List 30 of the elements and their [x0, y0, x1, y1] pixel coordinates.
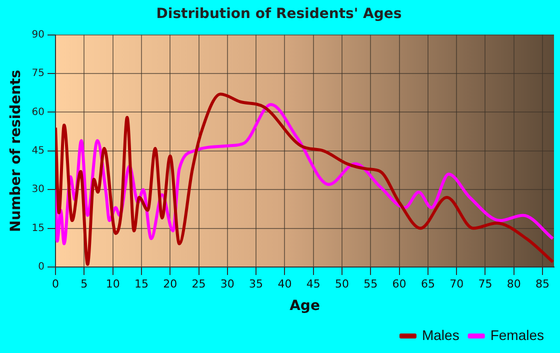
- x-tick-label: 50: [335, 277, 350, 290]
- y-tick-label: 30: [32, 184, 45, 196]
- y-tick-label: 90: [32, 29, 45, 40]
- y-tick-label: 15: [32, 222, 45, 234]
- x-tick-label: 55: [364, 277, 378, 290]
- x-tick-label: 65: [420, 277, 435, 290]
- x-tick-label: 25: [192, 277, 206, 290]
- x-tick-label: 75: [478, 277, 492, 290]
- x-tick-label: 0: [52, 277, 60, 290]
- x-tick-label: 20: [163, 277, 178, 290]
- x-axis-title: Age: [290, 298, 320, 314]
- y-tick-label: 75: [32, 68, 45, 80]
- y-tick-label: 0: [38, 262, 45, 273]
- x-tick-label: 30: [220, 277, 234, 290]
- x-tick-label: 10: [106, 277, 120, 290]
- y-axis-title: Number of residents: [8, 70, 24, 232]
- x-tick-label: 15: [134, 277, 148, 290]
- x-tick-label: 45: [306, 277, 320, 290]
- chart-title: Distribution of Residents' Ages: [156, 6, 402, 22]
- x-tick-label: 70: [450, 277, 464, 290]
- x-tick-label: 80: [506, 277, 521, 290]
- legend-label: Males: [422, 326, 460, 343]
- x-tick-label: 35: [249, 277, 264, 290]
- y-tick-label: 45: [32, 145, 45, 156]
- legend-label: Females: [490, 326, 544, 343]
- x-tick-label: 85: [536, 277, 550, 290]
- x-tick-label: 5: [80, 277, 88, 290]
- y-tick-label: 60: [32, 106, 45, 118]
- x-tick-label: 40: [278, 277, 292, 290]
- x-tick-label: 60: [392, 277, 406, 290]
